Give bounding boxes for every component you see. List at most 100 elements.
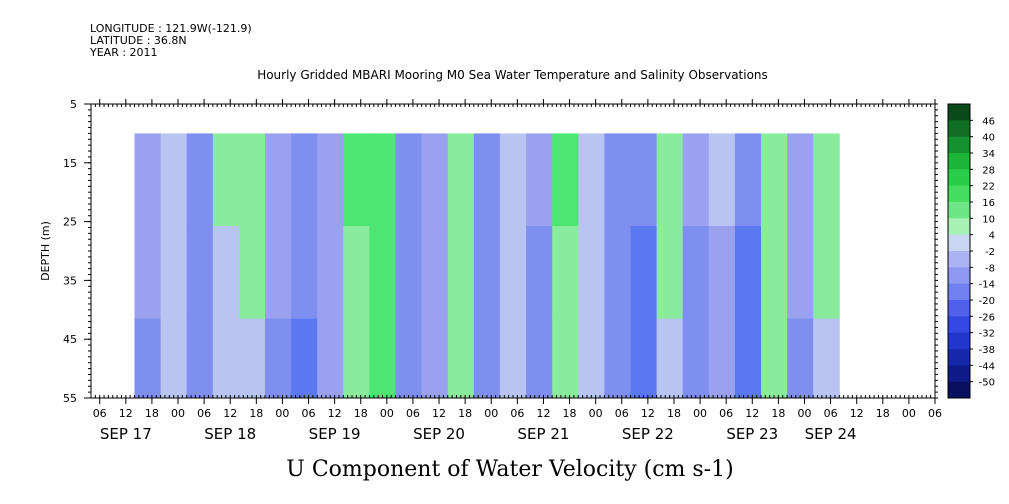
heatmap-cell <box>238 133 266 227</box>
year-label: YEAR : 2011 <box>90 46 158 59</box>
colorbar-swatch <box>948 185 970 203</box>
x-tick-label: 06 <box>406 407 420 420</box>
y-tick-label: 55 <box>63 392 77 405</box>
heatmap-cell <box>265 133 292 227</box>
x-tick-label: 00 <box>589 407 603 420</box>
heatmap-cell <box>708 226 736 320</box>
x-tick-label: 06 <box>197 407 211 420</box>
longitude-label: LONGITUDE : 121.9W(-121.9) <box>90 22 252 35</box>
heatmap-cell <box>473 318 501 399</box>
x-date-label: SEP 23 <box>726 425 778 443</box>
heatmap-cell <box>578 226 605 320</box>
colorbar-swatch <box>948 120 970 138</box>
heatmap-cell <box>160 133 188 227</box>
heatmap-cell <box>761 133 788 227</box>
heatmap-cell <box>134 318 162 399</box>
colorbar-label: -50 <box>979 378 995 389</box>
x-tick-label: 18 <box>563 407 577 420</box>
heatmap-cell <box>265 226 292 320</box>
colorbar-swatch <box>948 202 970 219</box>
x-tick-label: 12 <box>536 407 550 420</box>
colorbar-swatch <box>948 300 970 317</box>
heatmap-cell <box>761 318 788 399</box>
heatmap-cell <box>813 133 840 227</box>
x-tick-label: 06 <box>928 407 942 420</box>
colorbar-swatch <box>948 381 970 399</box>
colorbar-label: -8 <box>985 263 995 274</box>
x-tick-label: 12 <box>119 407 133 420</box>
heatmap-cell <box>447 133 475 227</box>
x-tick-label: 18 <box>354 407 368 420</box>
heatmap-cell <box>238 318 266 399</box>
x-date-label: SEP 22 <box>622 425 674 443</box>
heatmap-cell <box>212 133 240 227</box>
colorbar-swatch <box>948 332 970 350</box>
heatmap-cell <box>317 133 344 227</box>
colorbar-label: -20 <box>979 296 995 307</box>
x-date-label: SEP 21 <box>518 425 570 443</box>
heatmap-cell <box>343 318 370 399</box>
heatmap-cell <box>134 226 162 320</box>
heatmap-cell <box>787 133 814 227</box>
heatmap-cell <box>343 226 370 320</box>
x-date-label: SEP 20 <box>413 425 465 443</box>
x-tick-label: 18 <box>771 407 785 420</box>
heatmap-cell <box>604 318 631 399</box>
heatmap-cell <box>708 133 736 227</box>
heatmap-cell <box>395 318 423 399</box>
heatmap-cell <box>552 133 579 227</box>
heatmap-cell <box>552 226 579 320</box>
heatmap-cell <box>630 226 658 320</box>
colorbar-swatch <box>948 316 970 334</box>
heatmap-cell <box>604 226 631 320</box>
heatmap-cell <box>291 318 318 399</box>
colorbar-swatch <box>948 283 970 301</box>
x-tick-label: 00 <box>484 407 498 420</box>
x-tick-label: 06 <box>824 407 838 420</box>
heatmap-cell <box>630 318 658 399</box>
y-axis-label: DEPTH (m) <box>39 221 52 281</box>
heatmap-cell <box>734 318 762 399</box>
heatmap-cell <box>682 133 710 227</box>
colorbar-label: 16 <box>982 198 995 209</box>
y-tick-label: 5 <box>70 98 77 111</box>
heatmap-cell <box>734 226 762 320</box>
heatmap-cell <box>291 133 318 227</box>
colorbar-label: 34 <box>982 149 995 160</box>
x-tick-label: 18 <box>458 407 472 420</box>
heatmap-cell <box>186 133 214 227</box>
heatmap-cell <box>682 318 710 399</box>
heatmap-cell <box>317 318 344 399</box>
colorbar-label: 28 <box>982 165 995 176</box>
heatmap-cell <box>630 133 658 227</box>
x-date-label: SEP 19 <box>309 425 361 443</box>
heatmap-cell <box>526 133 553 227</box>
x-tick-label: 18 <box>145 407 159 420</box>
y-tick-label: 25 <box>63 216 77 229</box>
x-tick-label: 06 <box>719 407 733 420</box>
heatmap-cell <box>499 318 527 399</box>
heatmap-cell <box>212 226 240 320</box>
colorbar-swatch <box>948 104 970 121</box>
colorbar-swatch <box>948 153 970 170</box>
x-tick-label: 00 <box>171 407 185 420</box>
colorbar-swatch <box>948 251 970 268</box>
heatmap-cell <box>421 318 449 399</box>
heatmap-cell <box>734 133 762 227</box>
x-tick-label: 00 <box>380 407 394 420</box>
colorbar-swatch <box>948 218 970 236</box>
colorbar-label: -2 <box>985 247 995 258</box>
colorbar-swatch <box>948 169 970 187</box>
heatmap-cell <box>761 226 788 320</box>
x-tick-label: 06 <box>93 407 107 420</box>
heatmap-cell <box>604 133 631 227</box>
x-tick-label: 00 <box>902 407 916 420</box>
heatmap-cell <box>473 133 501 227</box>
x-tick-label: 12 <box>223 407 237 420</box>
colorbar-label: 40 <box>982 133 995 144</box>
heatmap-cell <box>813 226 840 320</box>
heatmap-cell <box>343 133 370 227</box>
x-date-label: SEP 18 <box>204 425 256 443</box>
heatmap-cell <box>134 133 162 227</box>
